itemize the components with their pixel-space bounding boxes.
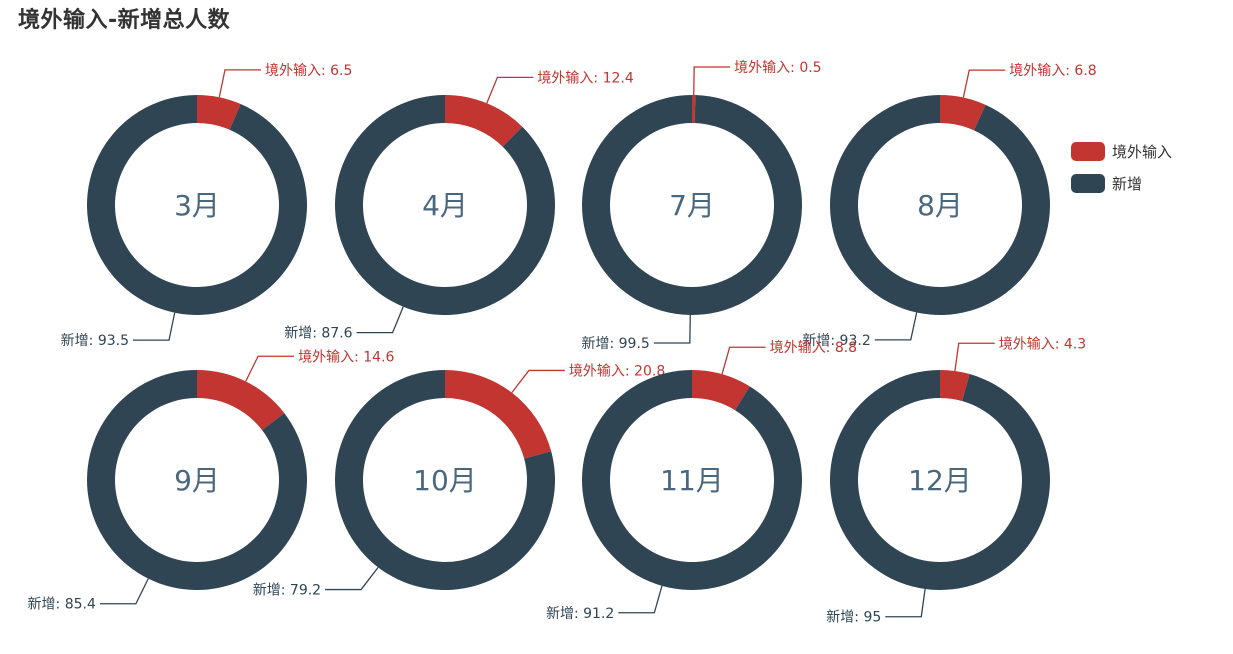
legend-item-new[interactable]: 新增 [1071, 172, 1172, 194]
center-label-3月: 3月 [174, 189, 220, 222]
label-line-imported-11月 [721, 346, 766, 375]
data-label-imported-10月: 境外输入: 20.8 [569, 363, 665, 379]
donut-chart-8月: 境外输入: 6.8 新增: 93.2 8月 [802, 63, 1096, 349]
legend-label-new: 新增 [1112, 174, 1143, 193]
data-label-imported-8月: 境外输入: 6.8 [1009, 63, 1096, 79]
legend-swatch-imported [1071, 141, 1105, 161]
data-label-imported-9月: 境外输入: 14.6 [298, 349, 394, 365]
label-line-new-11月 [618, 585, 663, 614]
data-label-imported-12月: 境外输入: 4.3 [999, 336, 1086, 352]
data-label-new-4月: 新增: 87.6 [284, 326, 352, 342]
label-line-imported-3月 [218, 69, 261, 98]
slice-imported-11月[interactable] [692, 369, 750, 411]
label-line-imported-8月 [962, 69, 1006, 98]
data-label-new-7月: 新增: 99.5 [581, 336, 649, 352]
center-label-10月: 10月 [413, 464, 477, 497]
chart-title: 境外输入-新增总人数 [18, 8, 231, 33]
slice-imported-9月[interactable] [197, 369, 285, 431]
data-label-new-3月: 新增: 93.5 [61, 333, 129, 349]
donut-chart-12月: 境外输入: 4.3 新增: 95 12月 [826, 336, 1086, 625]
legend-label-imported: 境外输入 [1112, 142, 1173, 161]
slice-imported-8月[interactable] [940, 95, 986, 131]
label-line-new-7月 [653, 314, 691, 344]
center-label-7月: 7月 [669, 189, 715, 222]
slice-imported-3月[interactable] [197, 95, 241, 130]
slice-imported-4月[interactable] [445, 95, 523, 147]
label-line-imported-12月 [954, 342, 995, 372]
label-line-new-8月 [874, 312, 918, 341]
label-line-new-4月 [356, 306, 404, 334]
donut-chart-4月: 境外输入: 12.4 新增: 87.6 4月 [284, 70, 634, 341]
label-line-imported-9月 [245, 355, 295, 382]
donut-chart-7月: 境外输入: 0.5 新增: 99.5 7月 [581, 60, 821, 352]
slice-imported-12月[interactable] [940, 369, 970, 402]
data-label-new-11月: 新增: 91.2 [546, 606, 614, 622]
data-label-imported-4月: 境外输入: 12.4 [537, 70, 633, 86]
donut-chart-9月: 境外输入: 14.6 新增: 85.4 9月 [28, 349, 395, 612]
data-label-imported-7月: 境外输入: 0.5 [734, 60, 821, 76]
center-label-12月: 12月 [908, 464, 972, 497]
label-line-new-9月 [99, 578, 149, 605]
data-label-new-12月: 新增: 95 [826, 610, 881, 626]
data-label-imported-3月: 境外输入: 6.5 [265, 63, 352, 79]
slice-imported-7月[interactable] [692, 95, 696, 124]
legend-swatch-new [1071, 173, 1105, 193]
label-line-imported-4月 [486, 76, 534, 104]
data-label-imported-11月: 境外输入: 8.8 [770, 340, 857, 356]
label-line-new-12月 [885, 588, 926, 618]
center-label-9月: 9月 [174, 464, 220, 497]
data-label-new-8月: 新增: 93.2 [802, 333, 870, 349]
label-line-imported-7月 [693, 66, 731, 96]
data-label-new-9月: 新增: 85.4 [28, 597, 96, 613]
label-line-imported-10月 [511, 369, 565, 394]
center-label-11月: 11月 [660, 464, 724, 497]
legend-item-imported[interactable]: 境外输入 [1071, 140, 1172, 162]
label-line-new-3月 [133, 312, 176, 341]
chart-legend: 境外输入 新增 [1071, 140, 1172, 204]
donut-chart-11月: 境外输入: 8.8 新增: 91.2 11月 [546, 340, 857, 622]
center-label-8月: 8月 [917, 189, 963, 222]
label-line-new-10月 [325, 566, 379, 591]
center-label-4月: 4月 [422, 189, 468, 222]
donut-chart-3月: 境外输入: 6.5 新增: 93.5 3月 [61, 63, 353, 349]
donut-chart-10月: 境外输入: 20.8 新增: 79.2 10月 [253, 363, 665, 598]
slice-imported-10月[interactable] [445, 370, 552, 459]
data-label-new-10月: 新增: 79.2 [253, 583, 321, 599]
